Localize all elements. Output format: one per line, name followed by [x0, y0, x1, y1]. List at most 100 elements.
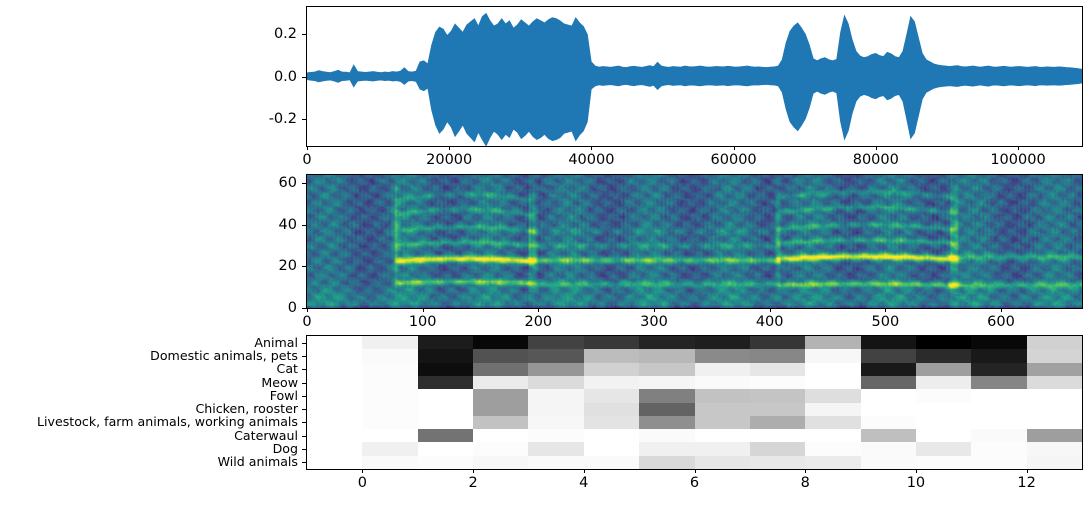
activation-cell: [805, 349, 861, 363]
activation-cell: [528, 375, 584, 390]
x-tick-mark: [875, 146, 877, 150]
activation-cell: [805, 415, 861, 430]
activation-cell: [528, 349, 584, 363]
activation-cell: [915, 349, 972, 363]
x-tick-mark: [694, 469, 696, 473]
activation-cell: [639, 362, 695, 376]
activation-cell: [694, 442, 750, 456]
activation-cell: [749, 429, 806, 443]
activation-cell: [805, 429, 861, 443]
activation-cell: [362, 442, 418, 456]
activation-cell: [473, 375, 529, 390]
x-tick-mark: [769, 308, 771, 312]
activation-cell: [362, 349, 418, 363]
x-tick-label: 500: [871, 314, 900, 330]
activation-cell: [971, 415, 1027, 430]
activation-cell: [473, 389, 529, 403]
activation-cell: [694, 455, 750, 469]
activation-cell: [473, 442, 529, 456]
activation-cell: [915, 429, 972, 443]
activation-cell: [473, 402, 529, 416]
activation-cell: [1026, 375, 1082, 390]
y-tick-label: -0.2: [268, 110, 297, 127]
activation-cell: [860, 349, 916, 363]
activation-cell: [694, 336, 750, 350]
y-tick-label: 0.0: [273, 68, 297, 85]
y-tick-mark: [302, 224, 306, 226]
x-tick-mark: [307, 146, 308, 150]
activation-cell: [528, 429, 584, 443]
x-tick-label: 300: [640, 314, 668, 330]
activation-cell: [307, 415, 363, 430]
activation-cell: [528, 442, 584, 456]
activation-cell: [971, 455, 1027, 469]
x-tick-label: 600: [987, 314, 1015, 330]
activation-cell: [749, 442, 806, 456]
activation-cell: [694, 375, 750, 390]
activation-cell: [915, 415, 972, 430]
activation-cell: [639, 389, 695, 403]
activation-cell: [971, 362, 1027, 376]
activation-cell: [583, 455, 640, 469]
activation-cell: [860, 336, 916, 350]
activation-cell: [805, 442, 861, 456]
activation-cell: [639, 402, 695, 416]
activation-cell: [860, 402, 916, 416]
category-tick-label: Wild animals: [217, 454, 298, 470]
activation-cell: [860, 442, 916, 456]
activations-plot-area: [307, 336, 1082, 469]
activation-cell: [749, 415, 806, 430]
activation-cell: [749, 375, 806, 390]
x-tick-label: 6: [689, 475, 700, 491]
activation-cell: [307, 362, 363, 376]
activation-cell: [805, 402, 861, 416]
category-tick-label: Caterwaul: [234, 427, 298, 443]
category-tick-mark: [302, 369, 306, 371]
y-tick-mark: [302, 118, 306, 120]
activation-cell: [583, 402, 640, 416]
activation-cell: [915, 402, 972, 416]
activation-cell: [971, 442, 1027, 456]
activation-cell: [417, 429, 474, 443]
activation-cell: [417, 336, 474, 350]
x-tick-mark: [473, 469, 475, 473]
activation-cell: [417, 415, 474, 430]
x-tick-mark: [583, 469, 585, 473]
activation-cell: [639, 429, 695, 443]
category-tick-label: Domestic animals, pets: [150, 347, 298, 363]
activation-cell: [583, 442, 640, 456]
category-tick-label: Fowl: [269, 387, 298, 403]
category-tick-mark: [302, 409, 306, 411]
activation-cell: [307, 402, 363, 416]
x-tick-mark: [915, 469, 917, 473]
activation-cell: [639, 442, 695, 456]
activation-cell: [805, 389, 861, 403]
x-tick-label: 100000: [990, 152, 1046, 168]
activation-cell: [1026, 349, 1082, 363]
activation-cell: [417, 375, 474, 390]
y-tick-label: 40: [278, 216, 297, 233]
activation-cell: [694, 362, 750, 376]
activation-cell: [1026, 402, 1082, 416]
activation-cell: [583, 336, 640, 350]
spectrogram-plot-area: [307, 175, 1082, 308]
activation-cell: [749, 336, 806, 350]
activation-cell: [860, 429, 916, 443]
x-tick-mark: [591, 146, 593, 150]
activation-cell: [1026, 415, 1082, 430]
activation-cell: [805, 336, 861, 350]
x-tick-mark: [362, 469, 364, 473]
activation-cell: [307, 429, 363, 443]
category-tick-mark: [302, 435, 306, 437]
activation-cell: [749, 349, 806, 363]
activation-cell: [417, 455, 474, 469]
activation-cell: [860, 375, 916, 390]
activation-cell: [528, 415, 584, 430]
activation-cell: [362, 362, 418, 376]
x-tick-mark: [449, 146, 451, 150]
activation-cell: [749, 362, 806, 376]
activation-cell: [971, 389, 1027, 403]
activation-cell: [915, 442, 972, 456]
activation-cell: [1026, 429, 1082, 443]
activation-cell: [1026, 389, 1082, 403]
